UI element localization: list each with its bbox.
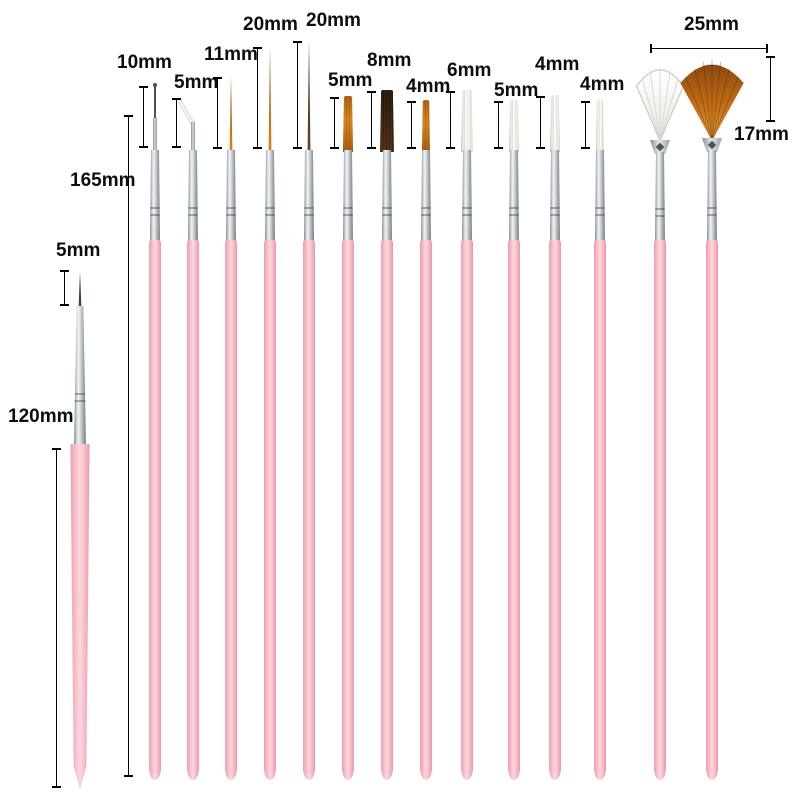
dim-label-handle-length: 120mm [8, 406, 74, 427]
dim-bracket-tip-flat-white-4a [536, 96, 545, 149]
dim-label-tip-flat-white-5: 5mm [494, 80, 539, 101]
bristle-tip [307, 40, 311, 152]
dim-bracket-tip-flat-white-5 [494, 101, 503, 149]
ferrule [74, 306, 86, 446]
dim-label-fan-width: 25mm [684, 14, 739, 35]
dim-label-tip-short-liner: 5mm [56, 240, 101, 261]
dotting-ball [153, 83, 157, 87]
handle [706, 240, 718, 780]
brush-dotting-liner [135, 0, 175, 800]
ferrule [265, 150, 275, 242]
dim-bracket-tip-fine-liner [213, 77, 222, 149]
dim-bracket-tip-short-liner [60, 270, 69, 306]
handle [187, 240, 199, 780]
ferrule [188, 150, 198, 242]
brush-fan-orange [672, 0, 752, 800]
bristle-tip [78, 272, 82, 308]
brush-long-liner-20mm-2 [289, 0, 329, 800]
bristle-tip [343, 96, 353, 152]
ferrule-flare [650, 140, 670, 154]
ferrule [226, 150, 236, 242]
handle [508, 240, 520, 780]
brush-flat-white-4mm-1 [535, 0, 575, 800]
dim-bracket-total-length [124, 115, 133, 777]
dim-bracket-tip-flat-orange-5 [330, 97, 339, 149]
brush-fan-white [620, 0, 700, 800]
brush-fine-liner-11mm [211, 0, 251, 800]
dim-label-tip-flat-white-6: 6mm [447, 60, 492, 81]
ferrule [509, 150, 519, 242]
ferrule [655, 152, 665, 242]
bristle-tip [461, 90, 473, 152]
brush-flat-white-5mm [494, 0, 534, 800]
handle [264, 240, 276, 780]
bristle-tip [154, 86, 156, 122]
ferrule [343, 150, 353, 242]
handle [303, 240, 315, 780]
handle [70, 444, 90, 790]
brush-long-liner-20mm-1 [250, 0, 290, 800]
handle [149, 240, 161, 780]
dim-label-tip-fine-liner: 11mm [204, 44, 258, 65]
ferrule [707, 150, 717, 242]
handle [594, 240, 606, 780]
dim-label-tip-flat-orange-5: 5mm [328, 70, 373, 91]
dim-label-tip-bent: 5mm [174, 72, 219, 93]
dim-bracket-tip-bent [172, 98, 181, 148]
dim-label-tip-flat-white-4a: 4mm [535, 54, 580, 75]
bristle-tip [380, 90, 394, 152]
ferrule [150, 150, 160, 242]
handle [342, 240, 354, 780]
handle [549, 240, 561, 780]
dim-bracket-tip-flat-white-4b [581, 101, 590, 149]
handle [654, 240, 666, 780]
bristle-tip [509, 100, 519, 152]
dim-label-tip-long-liner-1: 20mm [243, 14, 298, 35]
dim-bracket-tip-flat-orange-4 [407, 101, 416, 149]
handle [420, 240, 432, 780]
dim-label-tip-flat-orange-4: 4mm [406, 76, 451, 97]
brush-short-detail-liner [60, 0, 100, 800]
bristle-tip [229, 76, 233, 152]
brush-flat-orange-4mm [406, 0, 446, 800]
ferrule [462, 150, 472, 242]
ferrule [550, 150, 560, 242]
handle [461, 240, 473, 780]
dim-bracket-tip-flat-white-6 [446, 91, 455, 149]
dim-label-tip-flat-white-4b: 4mm [580, 74, 625, 95]
dim-bracket-tip-flat-brown-8 [367, 91, 376, 149]
ferrule [595, 150, 605, 242]
brush-bent-liner [173, 0, 213, 800]
ferrule [304, 150, 314, 242]
bristle-tip [596, 100, 604, 152]
dim-label-fan-height: 17mm [734, 124, 789, 145]
dim-label-tip-long-liner-2: 20mm [306, 10, 361, 31]
tip-holder [191, 122, 195, 152]
brush-flat-white-4mm-2 [580, 0, 620, 800]
ferrule-flare [702, 138, 722, 152]
tip-holder [153, 118, 157, 152]
dim-label-tip-flat-brown-8: 8mm [367, 50, 412, 71]
ferrule [382, 150, 392, 242]
dim-bracket-handle-length [52, 448, 61, 788]
bristle-tip [422, 100, 430, 152]
bristle-tip [550, 95, 560, 152]
fan-bristles-orange [676, 56, 748, 142]
dim-label-total-length: 165mm [70, 170, 136, 191]
ferrule [421, 150, 431, 242]
brush-flat-white-6mm [447, 0, 487, 800]
brush-flat-brown-8mm [367, 0, 407, 800]
handle [381, 240, 393, 780]
dim-bracket-tip-long-liner-1 [253, 47, 262, 149]
dim-bracket-fan-width [650, 44, 768, 53]
dim-bracket-tip-dotting [139, 86, 148, 148]
dim-bracket-fan-height [766, 56, 775, 122]
brush-flat-orange-5mm [328, 0, 368, 800]
handle [225, 240, 237, 780]
dim-label-tip-dotting: 10mm [117, 52, 172, 73]
dim-bracket-tip-long-liner-2 [293, 41, 302, 149]
bristle-tip [268, 46, 272, 152]
